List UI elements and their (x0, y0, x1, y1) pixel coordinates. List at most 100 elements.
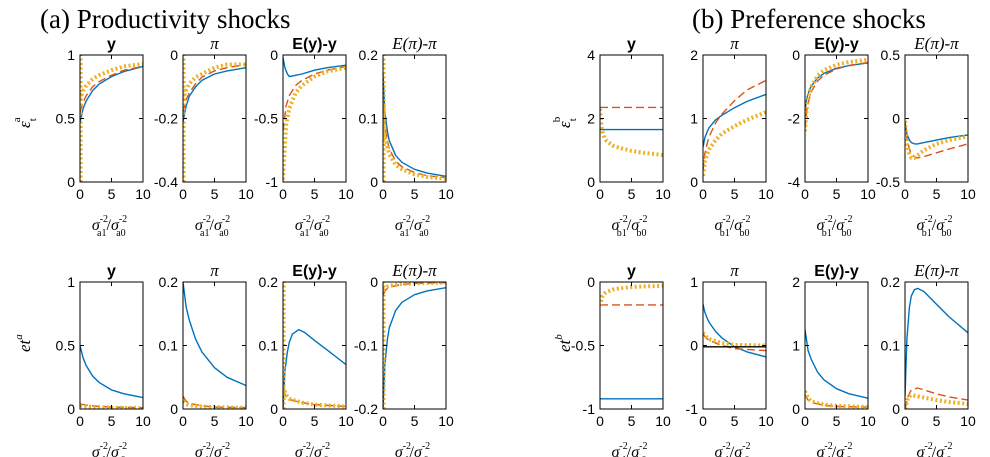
y-tick-label: 2 (587, 111, 595, 127)
series-line-yellow-dotted (283, 65, 346, 180)
x-tick-label: 0 (596, 413, 604, 429)
y-tick-label: 0 (792, 401, 800, 417)
x-tick-label: 5 (311, 413, 319, 429)
series-line-blue-solid (703, 93, 766, 148)
y-tick-label: 2 (690, 47, 698, 63)
x-tick-label: 10 (960, 186, 976, 202)
y-tick-label: 0.2 (259, 274, 279, 290)
series-line-yellow-dotted (905, 120, 968, 160)
series-line-yellow-dotted (600, 283, 663, 307)
x-axis-label: σ-2b1/σ-2b0 (817, 441, 853, 457)
y-tick-label: 2 (792, 274, 800, 290)
axes-frame (382, 281, 447, 410)
y-tick-label: 0 (587, 174, 595, 190)
x-tick-label: 0 (801, 186, 809, 202)
x-tick-label: 5 (628, 186, 636, 202)
y-tick-label: 0 (170, 401, 178, 417)
x-tick-label: 0 (379, 186, 387, 202)
series-line-yellow-dotted (805, 390, 868, 409)
y-tick-label: 0 (170, 47, 178, 63)
x-tick-label: 0 (76, 413, 84, 429)
x-tick-label: 5 (311, 186, 319, 202)
y-tick-label: 0.2 (881, 274, 901, 290)
series-group (600, 283, 663, 400)
subplot-a-1-4: 0 0.1 0.2 0 5 10 E(π)-π σ-2 a1/σ-2 a0 (359, 34, 454, 239)
x-tick-label: 10 (758, 413, 774, 429)
series-line-yellow-dotted (383, 105, 446, 181)
series-group (283, 57, 346, 180)
y-tick-label: 1 (690, 274, 698, 290)
y-tick-label: 1 (67, 274, 75, 290)
panel-b-title: (b) Preference shocks (692, 4, 926, 34)
series-line-blue-solid (905, 287, 968, 397)
series-line-blue-solid (905, 122, 968, 145)
x-tick-label: 5 (731, 186, 739, 202)
x-tick-label: 10 (238, 186, 254, 202)
series-line-yellow-dotted (703, 110, 766, 176)
y-tick-label: -0.2 (354, 401, 378, 417)
x-axis-label: σ-2a1/σ-2a0 (295, 441, 330, 457)
y-tick-label: 0 (67, 401, 75, 417)
x-tick-label: 0 (901, 413, 909, 429)
subplot-title: E(π)-π (913, 34, 959, 53)
y-tick-label: 1 (690, 111, 698, 127)
x-axis-label: σ-2b1/σ-2b0 (612, 441, 648, 457)
x-tick-label: 0 (699, 413, 707, 429)
x-tick-label: 0 (279, 413, 287, 429)
subplot-a-1-3: -1 -0.5 0 0 5 10 E(y)-y σ-2 a1/σ-2 a0 (254, 36, 354, 239)
subplot-title: π (730, 34, 739, 53)
x-tick-label: 0 (596, 186, 604, 202)
subplot-title: E(y)-y (814, 36, 859, 53)
subplot-title: y (107, 36, 116, 53)
y-tick-label: 0.2 (159, 274, 179, 290)
series-group (703, 304, 766, 358)
subplot-b-2-3: 0 1 2 0 5 10 E(y)-y σ-2b1/σ-2b0 (792, 263, 876, 457)
series-group (183, 55, 246, 182)
x-tick-label: 5 (933, 186, 941, 202)
x-tick-label: 10 (338, 413, 354, 429)
x-tick-label: 0 (901, 186, 909, 202)
axes-frame (702, 281, 767, 410)
axes-frame (804, 281, 869, 410)
series-line-blue-solid (383, 73, 446, 177)
x-tick-label: 10 (438, 413, 454, 429)
subplot-title: E(y)-y (292, 36, 337, 53)
axes-frame (904, 54, 969, 183)
x-tick-label: 0 (179, 413, 187, 429)
series-group (283, 282, 346, 409)
subplot-a-2-3: 0 0.1 0.2 0 5 10 E(y)-y σ-2a1/σ-2a0 (259, 263, 354, 457)
series-line-blue-solid (183, 67, 246, 122)
axes-frame (282, 54, 347, 183)
series-line-yellow-dotted (283, 386, 346, 409)
x-tick-label: 5 (731, 413, 739, 429)
subplot-a-2-2: 0 0.1 0.2 0 5 10 π σ-2a1/σ-2a0 (159, 261, 254, 457)
series-line-yellow-dotted (703, 331, 766, 348)
x-tick-label: 5 (933, 413, 941, 429)
y-tick-label: -0.2 (154, 111, 178, 127)
subplot-title: y (627, 263, 636, 280)
x-tick-label: 10 (338, 186, 354, 202)
series-line-red-dashed (805, 61, 868, 129)
x-axis-label: σ-2a1/σ-2a0 (195, 441, 230, 457)
series-line-yellow-dotted (805, 57, 868, 132)
subplot-b-2-4: 0 0.1 0.2 0 5 10 E(π)-π σ-2b1/σ-2b0 (881, 261, 976, 457)
x-tick-label: 5 (211, 186, 219, 202)
y-tick-label: 0.1 (881, 338, 901, 354)
x-tick-label: 10 (860, 413, 876, 429)
y-tick-label: 1 (67, 47, 75, 63)
x-tick-label: 5 (411, 186, 419, 202)
axes-frame (79, 54, 144, 183)
y-tick-label: 0 (892, 401, 900, 417)
subplot-b-2-1: -1 -0.5 0 0 5 10 y σ-2b1/σ-2b0 (571, 263, 671, 457)
y-tick-label: -1 (686, 401, 699, 417)
series-line-yellow-dotted (183, 399, 246, 409)
x-tick-label: 10 (655, 413, 671, 429)
